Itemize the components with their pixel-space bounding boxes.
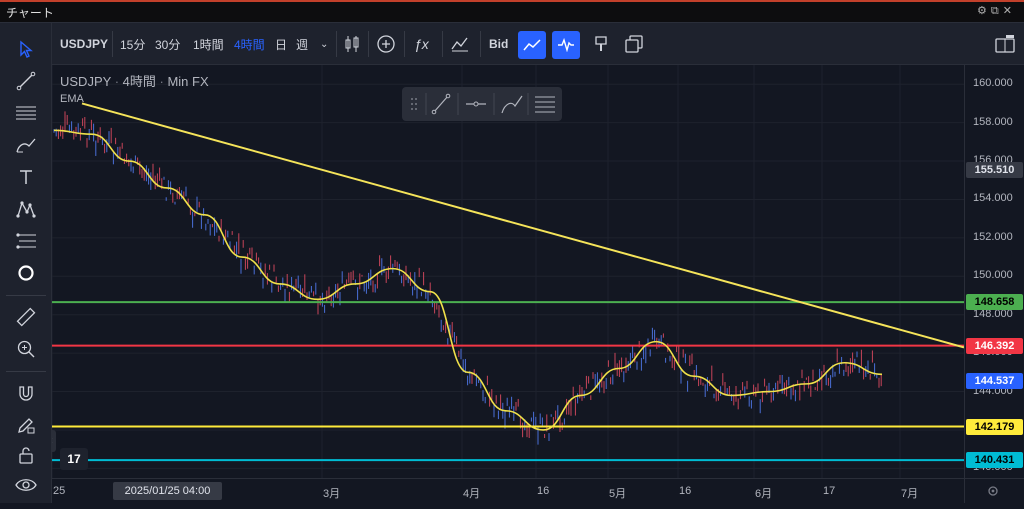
- pattern-icon[interactable]: [8, 195, 44, 223]
- time-tick-label: 16: [679, 485, 692, 497]
- interval-30m[interactable]: 30分: [155, 37, 181, 52]
- drawing-toolbar: [0, 23, 52, 503]
- price-tick-label: 148.000: [973, 307, 1013, 320]
- price-badge: 146.392: [966, 337, 1023, 354]
- brush-icon: [501, 95, 523, 114]
- toolbar-collapse-icon[interactable]: ‹: [52, 430, 56, 452]
- ruler-icon[interactable]: [8, 303, 44, 331]
- trend-line-icon[interactable]: [8, 67, 44, 95]
- crosshair-date-label: 2025/01/25 04:00: [113, 482, 222, 500]
- time-axis[interactable]: 2025/01/25 04:00 25 3月 4月 16 5月 16 6月 17 7月: [52, 478, 964, 503]
- eye-icon[interactable]: [8, 471, 44, 499]
- paint-icon[interactable]: [592, 23, 610, 65]
- time-tick-label: 17: [823, 485, 836, 497]
- price-chart[interactable]: [52, 65, 964, 478]
- interval-4h[interactable]: 4時間: [234, 37, 265, 52]
- settings-icon[interactable]: ⚙: [977, 5, 991, 17]
- price-tick-label: 160.000: [973, 77, 1013, 90]
- bid-button[interactable]: Bid: [489, 37, 509, 51]
- price-tick-label: 154.000: [973, 192, 1013, 205]
- interval-15m[interactable]: 15分: [120, 37, 146, 52]
- cursor-icon[interactable]: [8, 35, 44, 63]
- interval-1h[interactable]: 1時間: [193, 37, 224, 52]
- chart-toolbar: USDJPY 15分 30分 1時間 4時間 日 週 ⌄ ƒx Bid: [52, 23, 1024, 65]
- window-controls[interactable]: ⚙⧉✕: [977, 4, 1016, 18]
- horizontal-lines-icon: [535, 96, 555, 113]
- time-tick-label: 6月: [755, 488, 773, 500]
- toolbar-divider: [112, 31, 113, 57]
- price-badge: 155.510: [966, 162, 1023, 179]
- trend-toggle-icon[interactable]: [518, 31, 546, 59]
- trend-line: [81, 102, 964, 349]
- brush-icon[interactable]: [8, 131, 44, 159]
- ema-line: [53, 129, 883, 431]
- layout-icon[interactable]: [994, 23, 1016, 65]
- window-title: チャート: [6, 6, 54, 20]
- pencil-lock-icon[interactable]: [8, 411, 44, 439]
- templates-icon[interactable]: [450, 23, 470, 65]
- text-icon[interactable]: [8, 163, 44, 191]
- legend-source: Min FX: [167, 74, 209, 89]
- toolbar-divider: [6, 371, 46, 372]
- titlebar-accent: [0, 0, 1024, 2]
- toolbar-divider: [368, 31, 369, 57]
- candle-type-icon[interactable]: [344, 23, 360, 65]
- price-badge: 148.658: [966, 294, 1023, 311]
- popout-icon[interactable]: ⧉: [990, 5, 1003, 17]
- price-badge: 140.431: [966, 452, 1023, 469]
- time-tick-label: 3月: [323, 488, 341, 500]
- magnet-icon[interactable]: [8, 379, 44, 407]
- interval-week[interactable]: 週: [296, 37, 309, 52]
- axis-settings-corner[interactable]: [964, 478, 1024, 503]
- toolbar-divider: [442, 31, 443, 57]
- legend-symbol: USDJPY: [60, 74, 112, 89]
- time-tick-label: 25: [53, 485, 66, 497]
- indicators-icon[interactable]: ƒx: [414, 36, 429, 52]
- price-badge: 144.537: [966, 373, 1023, 390]
- horizontal-ray-icon: [466, 101, 486, 107]
- price-tick-label: 152.000: [973, 230, 1013, 243]
- toolbar-divider: [6, 295, 46, 296]
- drag-handle-icon: [411, 98, 417, 110]
- toolbar-divider: [336, 31, 337, 57]
- interval-dropdown-icon[interactable]: ⌄: [320, 38, 329, 50]
- window-titlebar: チャート ⚙⧉✕: [0, 0, 1024, 23]
- trend-line-icon: [431, 93, 451, 115]
- legend-interval: 4時間: [122, 74, 156, 89]
- chart-legend: USDJPY · 4時間 · Min FX: [60, 74, 209, 89]
- price-tick-label: 150.000: [973, 269, 1013, 282]
- price-badge: 142.179: [966, 418, 1023, 435]
- symbol-button[interactable]: USDJPY: [60, 37, 109, 51]
- time-tick-label: 5月: [609, 488, 627, 500]
- floating-drawing-toolbar: [402, 87, 562, 121]
- toolbar-divider: [480, 31, 481, 57]
- lock-icon[interactable]: [8, 441, 44, 469]
- settings-icon: [988, 486, 998, 496]
- add-compare-icon[interactable]: [376, 23, 396, 65]
- chart-pane[interactable]: USDJPY · 4時間 · Min FX EMA 17 ‹: [52, 65, 964, 478]
- indicator-label[interactable]: EMA: [60, 93, 84, 105]
- horizontal-lines-icon[interactable]: [8, 99, 44, 127]
- zoom-in-icon[interactable]: [8, 335, 44, 363]
- time-tick-label: 7月: [901, 488, 919, 500]
- record-icon[interactable]: [8, 259, 44, 287]
- time-tick-label: 4月: [463, 488, 481, 500]
- close-icon[interactable]: ✕: [1002, 5, 1016, 17]
- toolbar-divider: [404, 31, 405, 57]
- fib-icon[interactable]: [8, 227, 44, 255]
- tradingview-logo[interactable]: 17: [60, 448, 88, 470]
- copy-icon[interactable]: [624, 23, 644, 65]
- price-axis[interactable]: 160.000 158.000 156.000 154.000 152.000 150.0…: [964, 65, 1024, 478]
- interval-day[interactable]: 日: [275, 37, 288, 52]
- price-tick-label: 158.000: [973, 115, 1013, 128]
- time-tick-label: 16: [537, 485, 550, 497]
- wave-toggle-icon[interactable]: [552, 31, 580, 59]
